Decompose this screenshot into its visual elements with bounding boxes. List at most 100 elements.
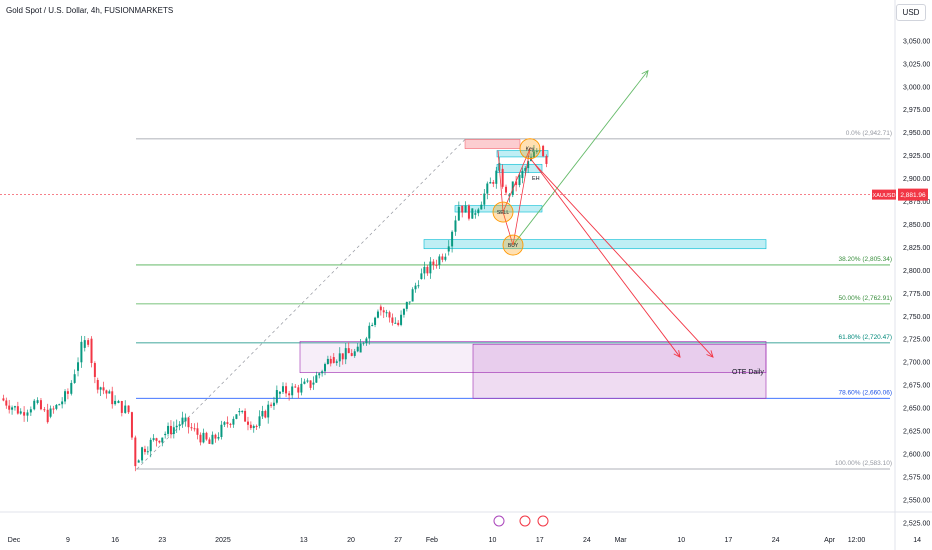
candle-body	[432, 261, 435, 265]
eh-label: EH	[532, 176, 540, 182]
candle-body	[356, 346, 359, 352]
candle-body	[454, 220, 457, 232]
symbol-price-tag	[872, 189, 896, 200]
candle-body	[23, 412, 26, 416]
y-tick-label: 2,850.00	[903, 222, 930, 229]
y-tick-label: 2,950.00	[903, 130, 930, 137]
candle-body	[70, 382, 73, 394]
candle-body	[66, 391, 69, 394]
currency-button[interactable]: USD	[896, 4, 926, 21]
candle-body	[329, 358, 332, 364]
y-tick-label: 2,700.00	[903, 360, 930, 367]
candle-body	[515, 181, 518, 186]
event-marker-icon[interactable]	[537, 515, 549, 527]
candle-body	[365, 338, 368, 343]
candle-body	[542, 145, 545, 157]
candle-body	[117, 401, 120, 403]
candle-body	[535, 150, 538, 152]
candle-body	[64, 391, 67, 402]
candle-body	[275, 390, 278, 403]
fib-level-label: 0.0% (2,942.71)	[846, 130, 892, 137]
bearish-arrow-head	[673, 350, 681, 358]
swing-connector	[502, 148, 531, 246]
y-tick-label: 2,625.00	[903, 429, 930, 436]
y-tick-label: 2,750.00	[903, 314, 930, 321]
candle-body	[451, 231, 454, 247]
candle-body	[29, 409, 32, 413]
candle-body	[102, 387, 105, 391]
candle-body	[55, 404, 58, 409]
candle-body	[217, 436, 220, 439]
candle-body	[146, 451, 149, 453]
candle-body	[73, 374, 76, 383]
event-marker-icon[interactable]	[519, 515, 531, 527]
y-tick-label: 2,575.00	[903, 474, 930, 481]
candle-body	[43, 409, 46, 411]
event-marker-icon[interactable]	[493, 515, 505, 527]
candle-body	[220, 424, 223, 437]
candle-body	[105, 390, 108, 394]
candle-body	[124, 405, 127, 413]
last-price-value: 2,881.96	[900, 192, 926, 199]
candle-body	[324, 364, 327, 372]
candle-body	[391, 317, 394, 323]
order-block-zone	[454, 205, 543, 213]
x-tick-label: Apr	[824, 537, 836, 544]
candle-body	[229, 423, 232, 425]
candle-body	[270, 404, 273, 406]
candle-body	[438, 256, 441, 265]
candle-body	[172, 427, 175, 435]
candle-body	[423, 266, 426, 274]
candle-body	[285, 386, 288, 394]
candle-body	[235, 414, 238, 419]
candle-body	[397, 322, 400, 325]
candle-body	[402, 308, 405, 315]
candle-body	[141, 447, 144, 461]
x-tick-label: 24	[772, 537, 780, 544]
candle-body	[532, 151, 535, 158]
candle-body	[545, 156, 548, 164]
bearish-arrow	[534, 163, 714, 358]
candle-body	[495, 170, 498, 184]
candle-body	[90, 338, 93, 364]
candle-body	[382, 310, 385, 313]
x-tick-label: 17	[536, 537, 544, 544]
x-tick-label: Feb	[426, 537, 438, 544]
candle-body	[303, 381, 306, 384]
circle-label: SELL	[497, 210, 509, 216]
candle-body	[83, 340, 86, 348]
y-tick-label: 2,650.00	[903, 406, 930, 413]
candle-body	[211, 434, 214, 445]
candle-body	[208, 439, 211, 444]
candle-body	[49, 408, 52, 417]
candle-body	[46, 409, 49, 423]
candle-body	[477, 209, 480, 214]
circle-label: Key	[526, 147, 535, 153]
x-tick-label: 13	[300, 537, 308, 544]
candle-body	[26, 412, 29, 416]
y-tick-label: 2,775.00	[903, 291, 930, 298]
candle-body	[255, 425, 258, 427]
candle-body	[408, 301, 411, 303]
candle-body	[152, 438, 155, 440]
candle-body	[480, 204, 483, 210]
candle-body	[244, 410, 247, 422]
candle-body	[518, 174, 521, 186]
candle-body	[347, 348, 350, 354]
candle-body	[111, 391, 114, 405]
candle-body	[199, 434, 202, 443]
candle-body	[312, 382, 315, 385]
candle-body	[96, 380, 99, 390]
candle-body	[16, 406, 19, 414]
candle-body	[114, 400, 117, 405]
candle-body	[379, 306, 382, 311]
y-tick-label: 2,725.00	[903, 337, 930, 344]
candle-body	[417, 285, 420, 287]
candle-body	[300, 383, 303, 393]
candle-body	[374, 317, 377, 325]
candle-body	[33, 400, 36, 410]
candle-body	[137, 460, 140, 463]
candle-body	[341, 353, 344, 360]
candle-body	[414, 285, 417, 290]
